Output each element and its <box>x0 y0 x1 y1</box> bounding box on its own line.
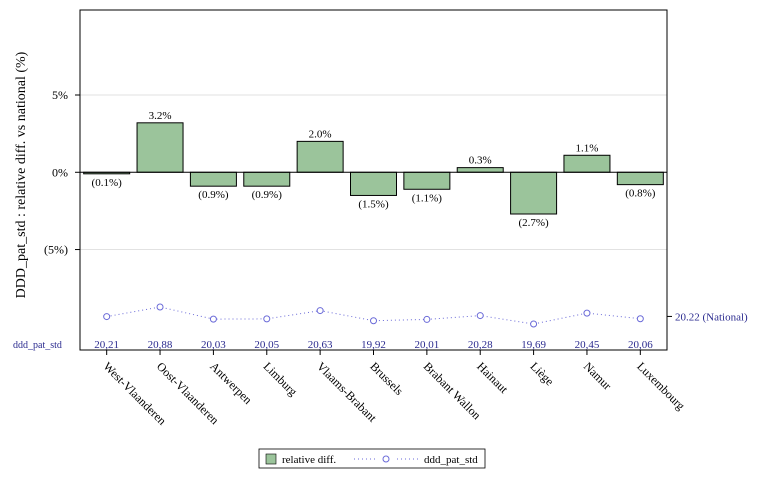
bar-value-label: 3.2% <box>149 110 172 122</box>
y-tick-label: (5%) <box>44 243 68 257</box>
std-value-label: 20,28 <box>468 339 493 351</box>
bar <box>403 171 451 190</box>
bars-layer: (0.1%) 3.2% (0.9%) (0.9%) 2.0% (1.5%) (1.1%) 0.… <box>80 110 667 229</box>
legend-label-bar: relative diff. <box>282 454 336 466</box>
legend-box <box>258 448 486 469</box>
std-marker <box>476 312 484 320</box>
std-marker <box>530 320 538 328</box>
bar-value-label: (0.9%) <box>252 189 283 201</box>
y-tick-label: 5% <box>52 88 68 102</box>
bar <box>296 140 344 173</box>
bar-value-label: (0.1%) <box>92 177 123 189</box>
std-marker <box>370 317 377 325</box>
bar-value-label: 2.0% <box>309 128 332 140</box>
category-label: Limburg <box>261 359 300 398</box>
bar <box>136 122 184 173</box>
bar <box>563 154 611 173</box>
std-value-label: 20,21 <box>94 339 119 351</box>
bar <box>616 171 664 186</box>
std-value-label: 20,05 <box>254 339 279 351</box>
bar-value-label: (0.8%) <box>625 188 656 200</box>
std-value-label: 20,88 <box>148 339 173 351</box>
legend-label-line: ddd_pat_std <box>424 454 478 466</box>
legend: relative diff. ddd_pat_std <box>258 448 486 469</box>
category-label: Liège <box>527 359 556 388</box>
std-value-label: 20,03 <box>201 339 226 351</box>
std-marker <box>423 315 431 323</box>
category-label: Antwerpen <box>207 359 255 407</box>
grid-layer <box>80 94 667 251</box>
category-label: Hainaut <box>474 359 511 396</box>
std-marker <box>316 307 324 315</box>
bar <box>243 171 291 187</box>
category-label: Luxembourg <box>634 359 688 413</box>
std-value-label: 20,45 <box>575 339 600 351</box>
national-reference-label: 20.22 (National) <box>675 311 748 323</box>
legend-swatch-bar <box>265 453 277 465</box>
bar-value-label: 1.1% <box>575 142 598 154</box>
std-value-label: 20,01 <box>414 339 439 351</box>
bar-value-label: (2.7%) <box>518 217 549 229</box>
std-value-label: 19,69 <box>521 339 546 351</box>
bar <box>350 171 397 196</box>
y-axis-label: DDD_pat_std : relative diff. vs national… <box>14 51 29 298</box>
std-line-layer: 20.22 (National) <box>103 303 748 328</box>
std-row-label: ddd_pat_std <box>13 340 62 351</box>
std-marker <box>156 303 164 311</box>
category-label: Brussels <box>367 359 406 398</box>
std-values-layer: ddd_pat_std 20,21 20,88 20,03 20,05 20,63 19,9… <box>13 339 653 351</box>
bar <box>510 171 558 215</box>
bar-value-label: 0.3% <box>469 155 492 167</box>
std-value-label: 20,06 <box>628 339 653 351</box>
legend-swatch-marker <box>382 455 390 463</box>
std-marker <box>103 313 111 321</box>
std-marker <box>263 315 271 323</box>
std-value-label: 19,92 <box>361 339 386 351</box>
y-tick-label: 0% <box>52 165 68 179</box>
std-marker <box>636 315 644 323</box>
bar <box>456 167 504 173</box>
bar-value-label: (1.5%) <box>358 198 389 210</box>
y-ticks-layer: 5% 0% (5%) <box>44 88 80 257</box>
bar <box>189 171 237 187</box>
category-label: Namur <box>581 359 614 392</box>
bar-value-label: (1.1%) <box>412 192 443 204</box>
bar-value-label: (0.9%) <box>198 189 229 201</box>
std-value-label: 20,63 <box>308 339 333 351</box>
std-marker <box>209 315 217 323</box>
std-marker <box>583 309 591 317</box>
